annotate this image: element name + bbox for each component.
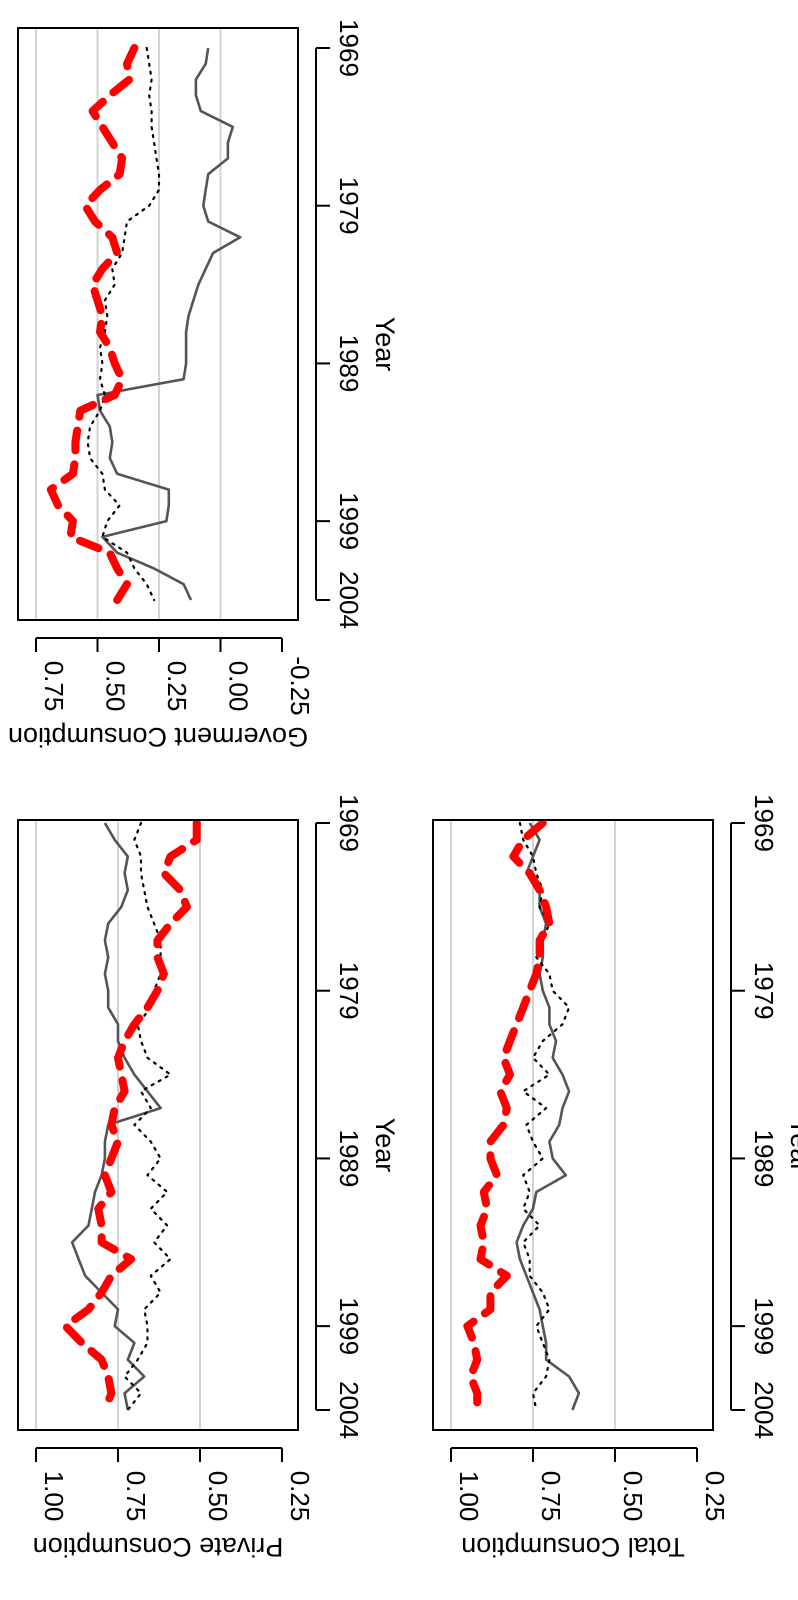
x-tick-label: 1989 <box>749 1130 779 1188</box>
x-tick-label: 1999 <box>334 1297 364 1355</box>
y-tick-label: 0.25 <box>700 1471 730 1522</box>
y-tick-label: 0.75 <box>39 661 69 712</box>
series-lines <box>463 819 581 1414</box>
x-axis-title: Year <box>370 1118 400 1173</box>
x-axis: 1969 1979 1989 1999 2004 <box>315 19 364 629</box>
series-line-dashed <box>463 819 554 1414</box>
y-tick-label: 0.50 <box>618 1471 648 1522</box>
plot-frame <box>432 819 714 1431</box>
y-axis: -0.25 0.00 0.25 0.50 0.75 <box>35 637 315 716</box>
x-tick-label: 1989 <box>334 1130 364 1188</box>
x-tick-label: 2004 <box>749 1381 779 1439</box>
series-line-solid <box>70 822 162 1411</box>
x-tick-label: 1979 <box>334 962 364 1020</box>
y-axis: 0.25 0.50 0.75 1.00 <box>450 1447 730 1522</box>
y-tick-label: 0.25 <box>285 1471 315 1522</box>
y-tick-label: 0.50 <box>203 1471 233 1522</box>
y-tick-label: 0.75 <box>121 1471 151 1522</box>
panel-private-consumption: 0.25 0.50 0.75 1.00 1969 1979 1989 1999 2004 Pr… <box>17 794 400 1562</box>
x-tick-label: 1989 <box>334 335 364 393</box>
y-tick-label: 0.25 <box>162 661 192 712</box>
plot-frame <box>17 27 299 621</box>
x-tick-label: 1999 <box>749 1297 779 1355</box>
panel-total-consumption: 0.25 0.50 0.75 1.00 1969 1979 1989 1999 2004 To… <box>432 794 798 1562</box>
x-tick-label: 1979 <box>749 962 779 1020</box>
y-axis: 0.25 0.50 0.75 1.00 <box>35 1447 315 1522</box>
series-lines <box>46 44 242 604</box>
x-axis-title: Year <box>370 317 400 372</box>
x-tick-label: 1969 <box>334 19 364 77</box>
y-tick-label: -0.25 <box>285 656 315 715</box>
y-tick-label: 0.50 <box>101 661 131 712</box>
y-axis-title: Private Consumption <box>33 1532 284 1562</box>
y-axis-title: Goverment Consumption <box>8 722 308 752</box>
series-line-dotted <box>86 46 161 602</box>
y-tick-label: 1.00 <box>454 1471 484 1522</box>
series-line-solid <box>96 47 242 601</box>
y-tick-label: 0.75 <box>536 1471 566 1522</box>
x-tick-label: 2004 <box>334 1381 364 1439</box>
x-tick-label: 2004 <box>334 571 364 629</box>
x-tick-label: 1999 <box>334 492 364 550</box>
panel-goverment-consumption: -0.25 0.00 0.25 0.50 0.75 1969 1979 1989 1999 20… <box>8 19 400 752</box>
y-axis-title: Total Consumption <box>461 1532 685 1562</box>
y-tick-label: 1.00 <box>39 1471 69 1522</box>
x-axis: 1969 1979 1989 1999 2004 <box>730 794 779 1439</box>
x-tick-label: 1969 <box>749 794 779 852</box>
series-lines <box>61 819 201 1414</box>
series-line-dashed <box>46 44 139 604</box>
plot-frame <box>17 819 299 1431</box>
x-tick-label: 1979 <box>334 177 364 235</box>
x-axis: 1969 1979 1989 1999 2004 <box>315 794 364 1439</box>
gridlines <box>450 820 616 1430</box>
x-tick-label: 1969 <box>334 794 364 852</box>
y-tick-label: 0.00 <box>224 661 254 712</box>
series-line-dashed <box>61 819 201 1414</box>
x-axis-title: Year <box>785 1118 798 1173</box>
